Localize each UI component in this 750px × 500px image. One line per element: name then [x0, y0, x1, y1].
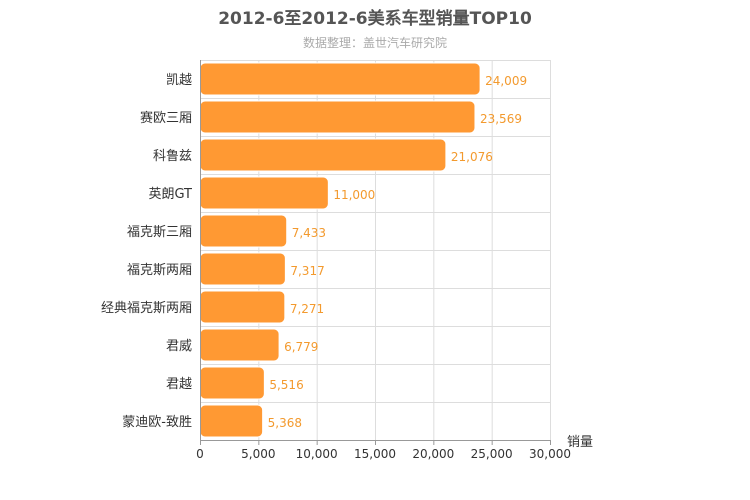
category-label: 福克斯两厢: [127, 263, 192, 278]
data-label: 5,516: [269, 378, 303, 392]
category-label: 科鲁兹: [153, 149, 192, 164]
bar: [199, 138, 447, 172]
category-label: 经典福克斯两厢: [101, 301, 192, 316]
x-tick-label: 30,000: [529, 447, 571, 461]
bar: [199, 176, 329, 210]
bar: [199, 252, 286, 286]
x-axis-title: 销量: [567, 435, 593, 450]
labels: 凯越 24,009 赛欧三厢 23,569 科鲁兹 21,076 英朗GT 11,000 福克斯…: [101, 73, 527, 430]
category-label: 福克斯三厢: [127, 225, 192, 240]
data-label: 7,271: [290, 302, 324, 316]
category-label: 蒙迪欧-致胜: [122, 415, 192, 430]
category-label: 凯越: [166, 73, 192, 88]
axes: 0 5,000 10,000 15,000 20,000 25,000 30,000: [196, 60, 571, 461]
data-label: 24,009: [485, 74, 527, 88]
bar: [199, 366, 265, 400]
x-tick-label: 5,000: [241, 447, 275, 461]
x-tick-label: 20,000: [412, 447, 454, 461]
bar: [199, 404, 264, 438]
bar: [199, 328, 280, 362]
category-label: 赛欧三厢: [140, 110, 192, 126]
x-tick-label: 25,000: [471, 447, 513, 461]
data-label: 11,000: [333, 188, 375, 202]
data-label: 7,433: [292, 226, 326, 240]
data-label: 7,317: [290, 264, 324, 278]
chart-title: 2012-6至2012-6美系车型销量TOP10: [218, 8, 532, 29]
x-tick-label: 10,000: [296, 447, 338, 461]
data-label: 21,076: [451, 150, 493, 164]
data-label: 23,569: [480, 112, 522, 126]
category-label: 君越: [166, 377, 192, 392]
data-label: 5,368: [268, 416, 302, 430]
x-tick-label: 15,000: [354, 447, 396, 461]
bar: [199, 290, 286, 324]
bar: [199, 62, 481, 96]
x-tick-label: 0: [196, 447, 204, 461]
category-label: 英朗GT: [148, 187, 192, 202]
category-label: 君威: [166, 339, 192, 354]
data-label: 6,779: [284, 340, 318, 354]
chart-subtitle: 数据整理：盖世汽车研究院: [303, 35, 447, 50]
bar: [199, 214, 288, 248]
bar: [199, 100, 476, 134]
